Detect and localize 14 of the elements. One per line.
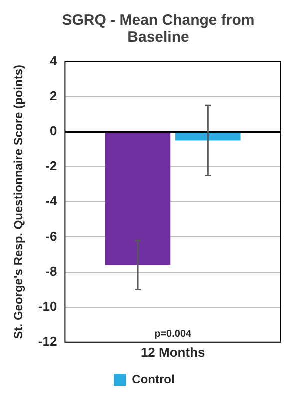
y-axis-title: St. George's Resp. Questionnaire Score (points) [12, 64, 26, 340]
annotation: p=0.004 [154, 329, 192, 340]
legend-label: Control [132, 372, 175, 386]
y-tick-label: -8 [46, 264, 58, 279]
y-tick-label: 4 [50, 53, 58, 68]
y-tick-label: -12 [38, 334, 58, 349]
y-tick-label: 2 [50, 88, 58, 104]
y-tick-label: -10 [38, 298, 58, 314]
y-tick-label: -6 [46, 228, 58, 244]
y-tick-label: -2 [46, 158, 58, 174]
y-tick-label: 0 [50, 124, 58, 139]
y-tick-label: -4 [46, 194, 58, 209]
x-tick-label: 12 Months [140, 344, 206, 360]
chart-title: SGRQ - Mean Change from Baseline [61, 11, 256, 46]
